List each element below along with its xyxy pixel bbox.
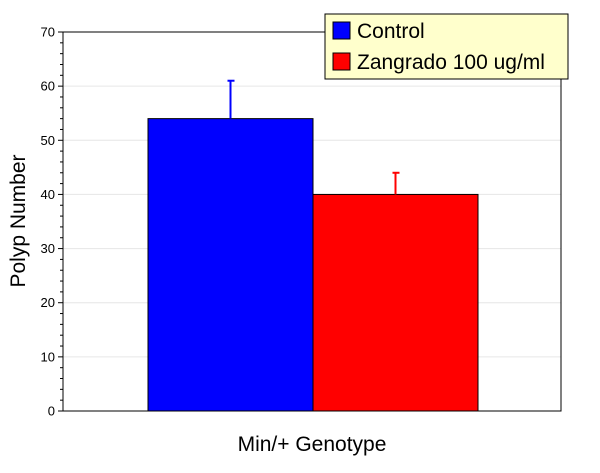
x-axis-title: Min/+ Genotype [238, 433, 387, 456]
y-tick-label: 30 [41, 241, 55, 256]
y-tick-label: 0 [48, 404, 55, 419]
y-tick-label: 10 [41, 349, 55, 364]
y-tick-label: 20 [41, 295, 55, 310]
y-axis-minor-ticks [60, 42, 63, 401]
bar-control [147, 118, 314, 412]
bars [147, 118, 479, 412]
legend-label-zangrado: Zangrado 100 ug/ml [357, 51, 545, 74]
legend-box [324, 13, 569, 80]
y-tick-label: 50 [41, 133, 55, 148]
y-tick-label: 60 [41, 79, 55, 94]
legend-swatch-control [332, 21, 351, 40]
error-bars [227, 79, 400, 195]
legend-label-control: Control [357, 20, 425, 43]
y-tick-label: 70 [41, 25, 55, 40]
legend-swatch-zangrado [332, 52, 351, 71]
y-axis-title: Polyp Number [7, 154, 30, 287]
y-tick-label: 40 [41, 187, 55, 202]
legend: Control Zangrado 100 ug/ml [324, 13, 569, 80]
bar-zangrado-100-ug-ml [312, 193, 479, 412]
y-axis: 0 10 20 30 40 50 60 70 [41, 25, 63, 419]
